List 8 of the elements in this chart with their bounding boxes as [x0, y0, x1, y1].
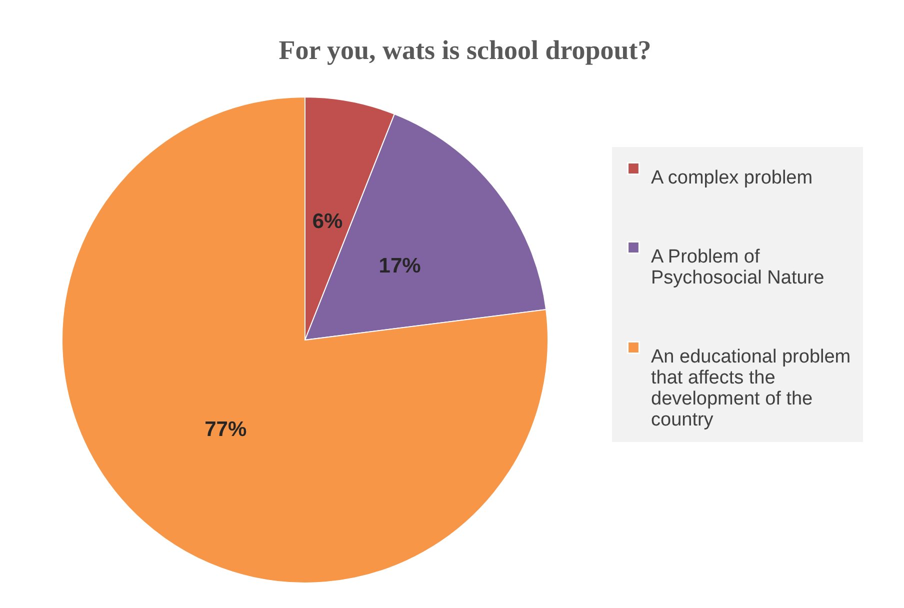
data-label: 77% [204, 418, 247, 442]
legend-label: A complex problem [651, 168, 813, 188]
data-label: 17% [378, 254, 422, 278]
legend-label: An educational problem that affects the development of the country [651, 346, 851, 430]
pie-slice [62, 96, 548, 584]
data-label: 6% [312, 210, 343, 234]
legend-label: A Problem of Psychosocial Nature [651, 246, 824, 288]
chart-title: For you, wats is school dropout? [278, 35, 652, 65]
